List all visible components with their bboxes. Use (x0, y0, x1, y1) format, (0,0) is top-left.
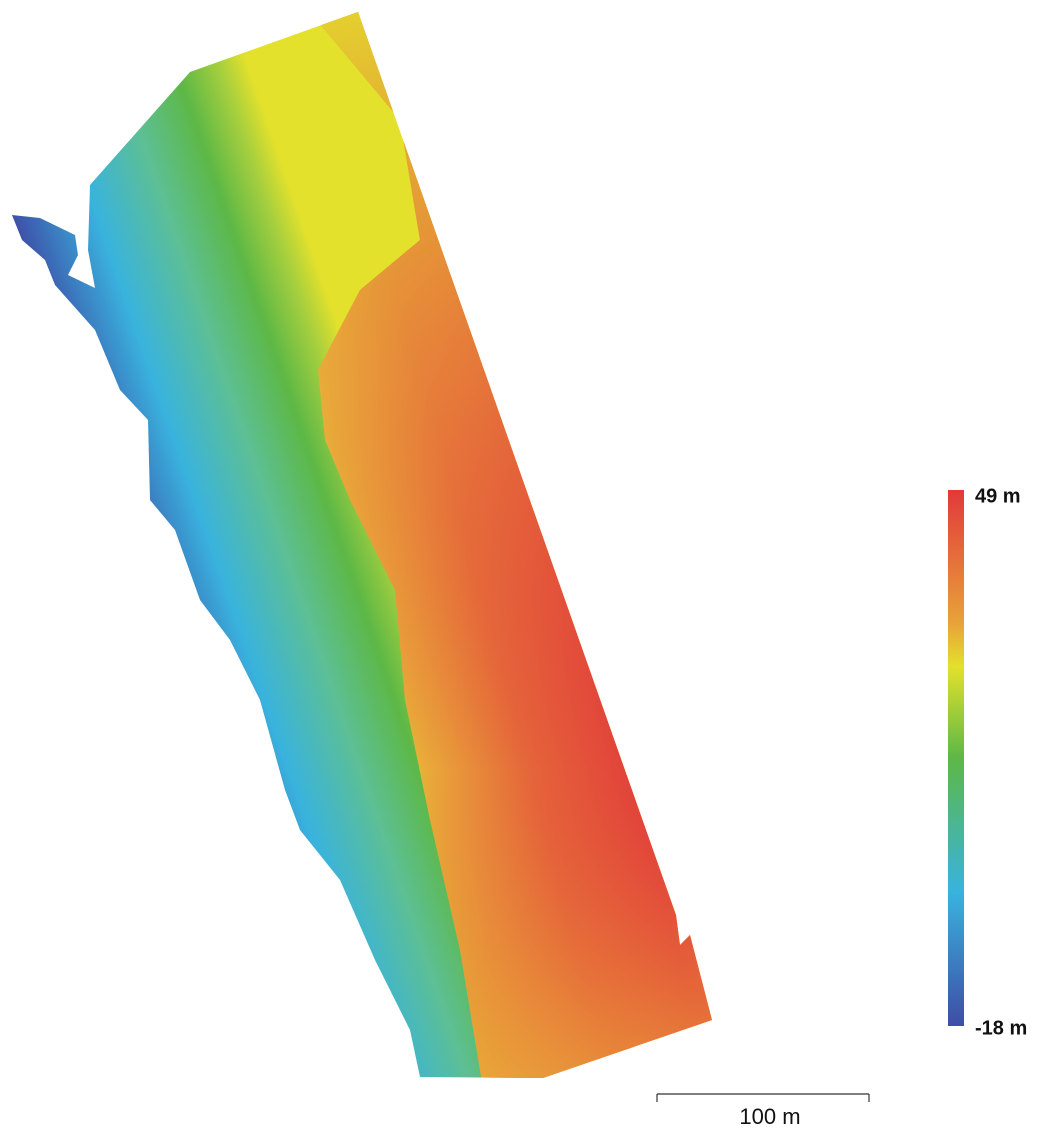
scale-bar (657, 1094, 869, 1102)
scale-label: 100 m (739, 1104, 800, 1129)
legend-max: 49 m (975, 485, 1021, 507)
legend-min: -18 m (975, 1017, 1027, 1039)
color-ramp (948, 490, 964, 1026)
elevation-model (0, 0, 800, 1100)
map: 49 m -18 m 100 m (0, 0, 1051, 1133)
